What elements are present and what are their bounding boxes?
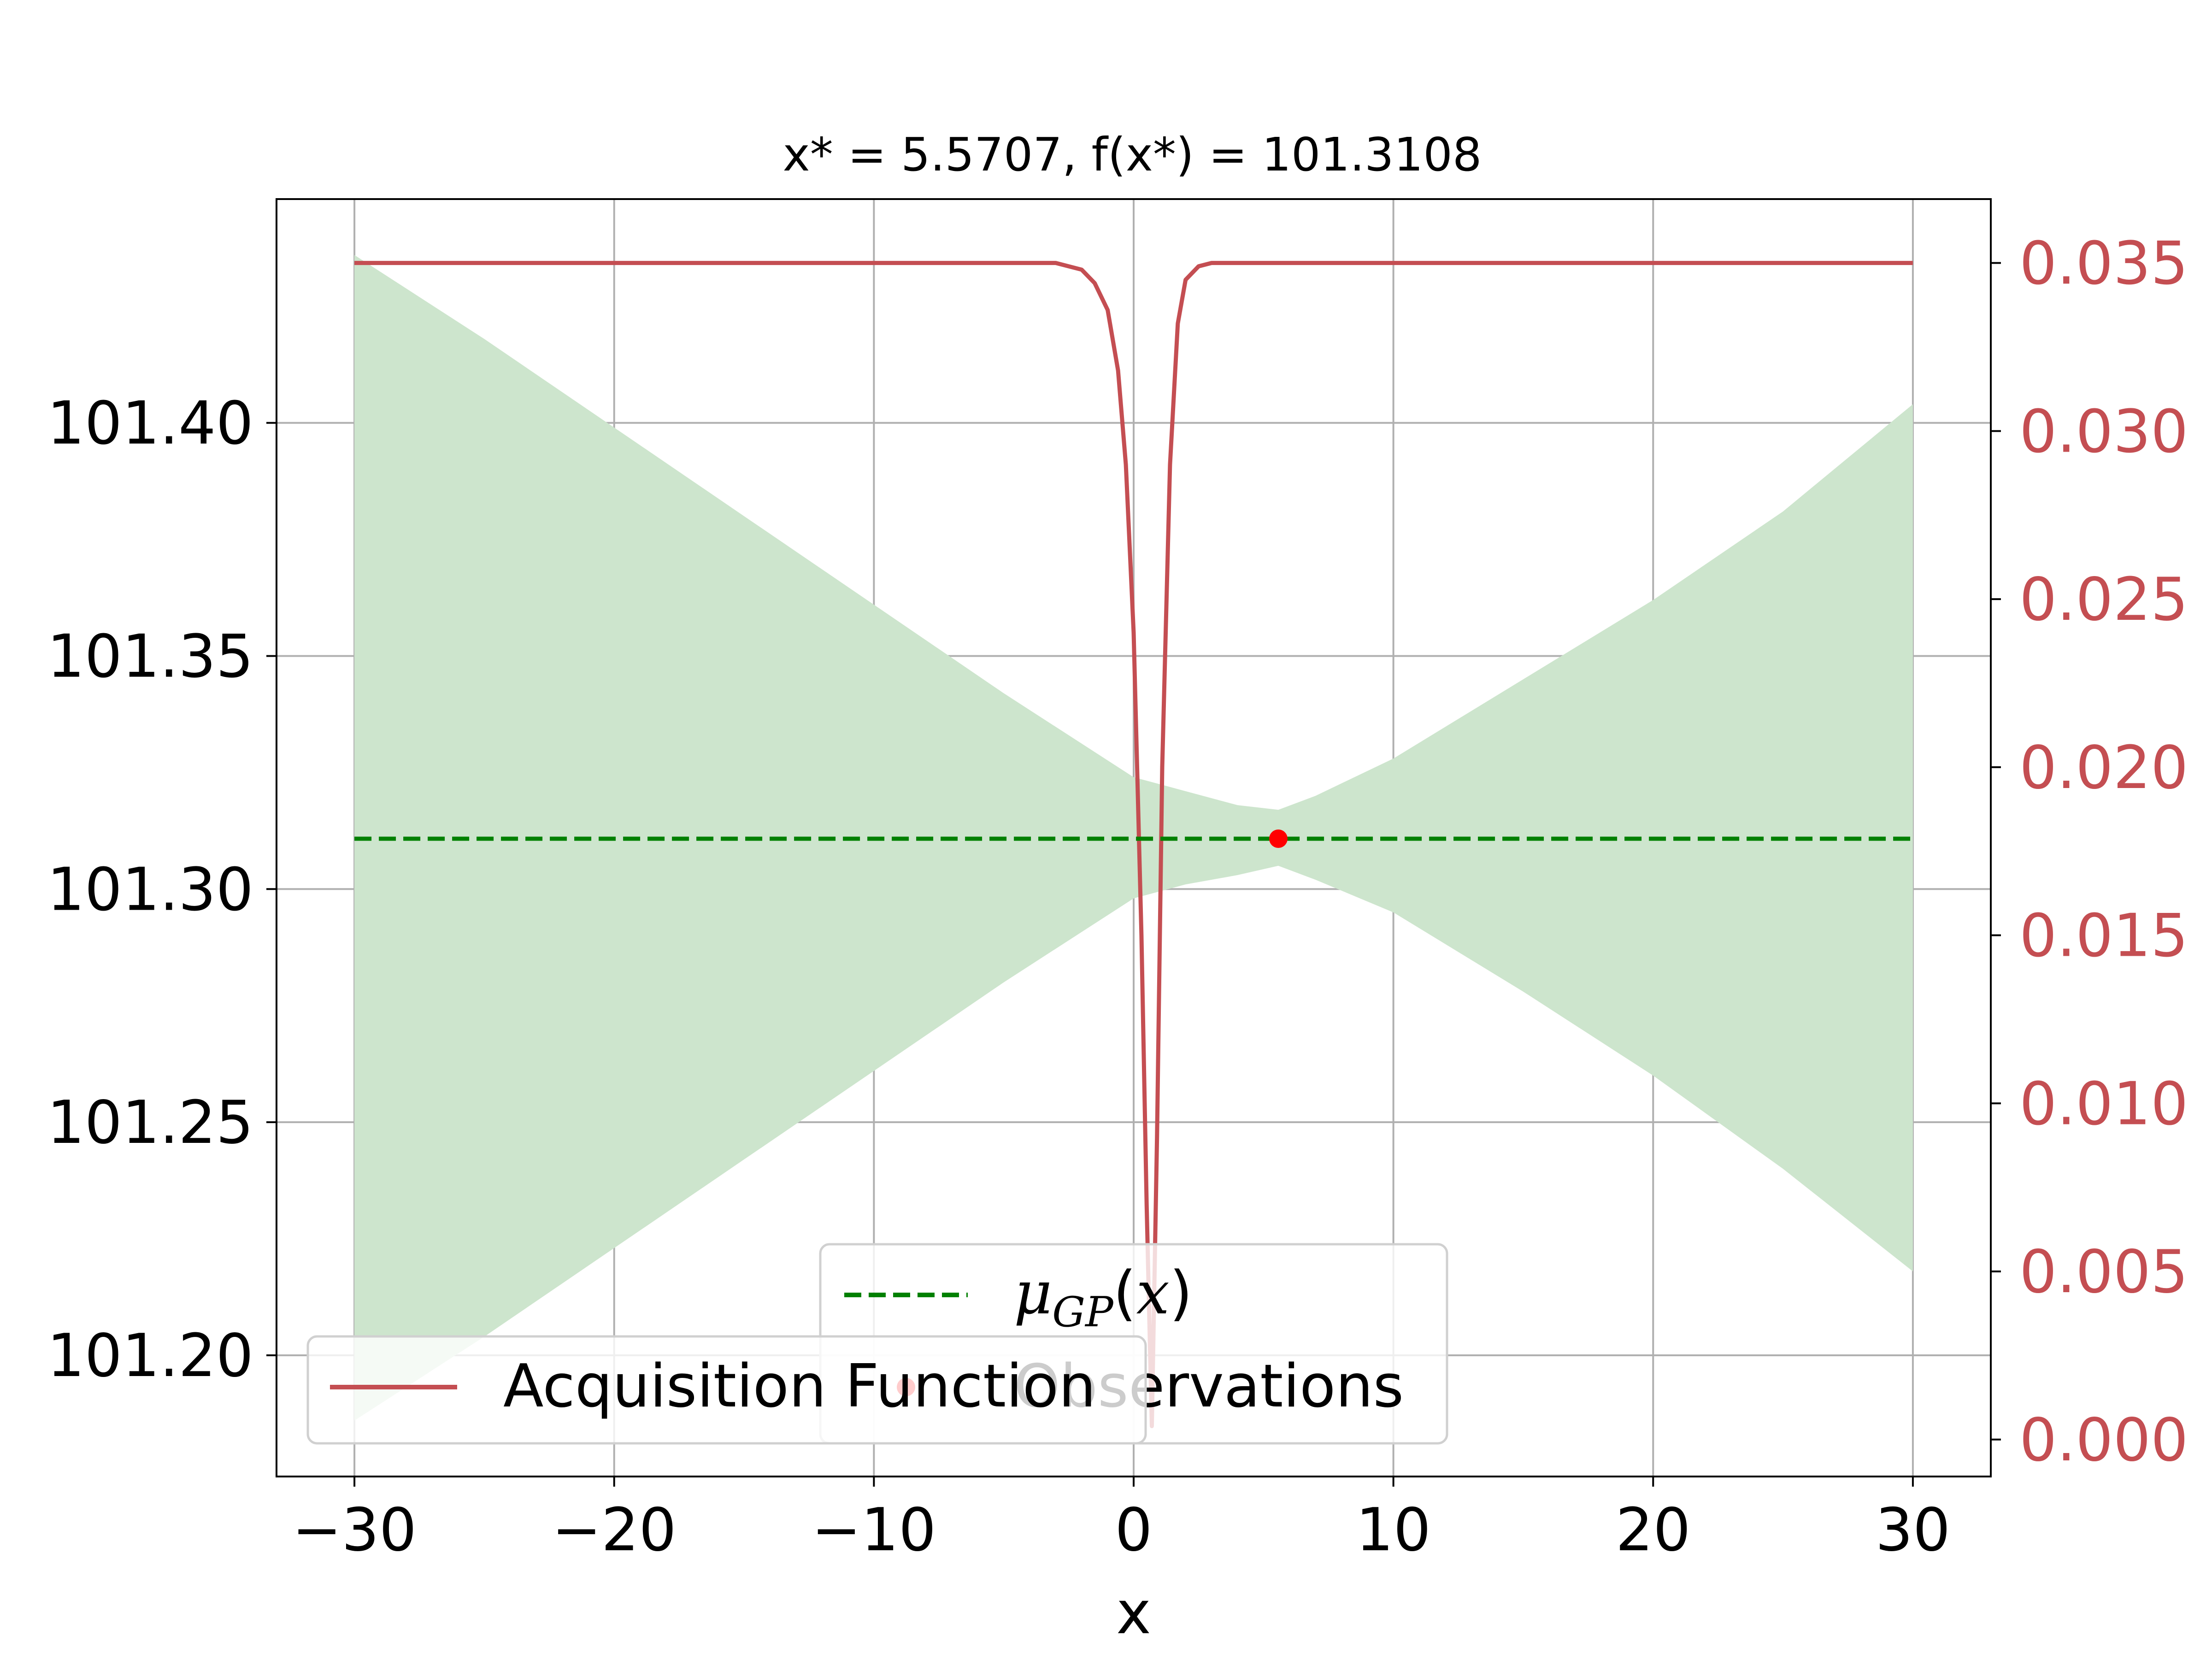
y-tick-label: 101.40	[47, 389, 253, 458]
y2-tick-label: 0.020	[2019, 734, 2188, 802]
x-tick-label: −10	[812, 1496, 936, 1565]
y-tick-label: 101.25	[47, 1088, 253, 1157]
x-tick-label: 0	[1115, 1496, 1152, 1565]
y2-tick-label: 0.010	[2019, 1070, 2188, 1138]
y-tick-label: 101.35	[47, 622, 253, 691]
legend-mean-label: μGP(x)	[1014, 1259, 1193, 1336]
x-tick-label: 30	[1875, 1496, 1950, 1565]
y2-tick-label: 0.025	[2019, 565, 2188, 634]
observation-point	[1269, 830, 1288, 848]
axes-layer: −30 −20 −10 0 10 20 30 101.20 101.25 101.30 101.35…	[47, 229, 2188, 1565]
y2-tick-label: 0.005	[2019, 1238, 2188, 1306]
y-tick-label: 101.20	[47, 1322, 253, 1390]
chart-title: x* = 5.5707, f(x*) = 101.3108	[783, 128, 1482, 182]
x-tick-label: −20	[552, 1496, 677, 1565]
confidence-band	[354, 255, 1913, 1421]
confidence-band-layer	[354, 255, 1913, 1421]
legend-box	[306, 1335, 1147, 1445]
x-tick-label: −30	[292, 1496, 417, 1565]
legend-acquisition-label: Acquisition Function	[503, 1352, 1096, 1421]
x-tick-label: 20	[1616, 1496, 1691, 1565]
y-tick-label: 101.30	[47, 855, 253, 924]
y2-tick-label: 0.015	[2019, 902, 2188, 971]
y2-tick-label: 0.030	[2019, 397, 2188, 466]
y2-tick-label: 0.035	[2019, 229, 2188, 298]
legend-acquisition: Acquisition Function	[306, 1335, 1147, 1445]
x-axis-label: x	[1116, 1579, 1151, 1647]
x-tick-label: 10	[1356, 1496, 1431, 1565]
y2-tick-label: 0.000	[2019, 1406, 2188, 1475]
